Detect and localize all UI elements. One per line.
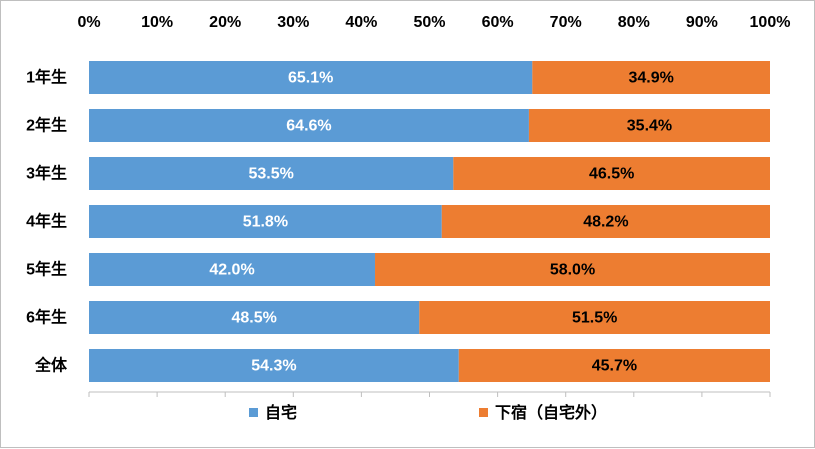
- bar-segment-jitaku: [89, 109, 529, 142]
- x-tick-label: 0%: [77, 14, 100, 31]
- category-label: 2年生: [26, 116, 67, 135]
- x-tick-label: 100%: [750, 14, 791, 31]
- data-label: 45.7%: [592, 358, 637, 375]
- data-label: 51.8%: [243, 214, 288, 231]
- data-label: 42.0%: [209, 262, 254, 279]
- bar-segment-geshuku: [532, 61, 770, 94]
- bar-segment-geshuku: [441, 205, 770, 238]
- data-label: 46.5%: [589, 166, 634, 183]
- data-label: 34.9%: [628, 70, 673, 87]
- category-label: 4年生: [26, 212, 67, 231]
- legend-swatch-jitaku: [249, 408, 258, 417]
- bar-segment-jitaku: [89, 349, 459, 382]
- legend: 自宅 下宿（自宅外）: [249, 403, 607, 422]
- data-label: 51.5%: [572, 310, 617, 327]
- legend-label-geshuku: 下宿（自宅外）: [495, 403, 607, 422]
- category-label: 3年生: [26, 164, 67, 183]
- x-tick-label: 50%: [413, 14, 445, 31]
- data-label: 54.3%: [251, 358, 296, 375]
- category-label: 1年生: [26, 68, 67, 87]
- x-tick-label: 70%: [550, 14, 582, 31]
- bar-segment-jitaku: [89, 301, 420, 334]
- bar-segment-jitaku: [89, 205, 442, 238]
- x-tick-label: 20%: [209, 14, 241, 31]
- bar-segment-geshuku: [458, 349, 770, 382]
- category-label: 全体: [34, 356, 68, 375]
- x-tick-label: 60%: [482, 14, 514, 31]
- bar-segment-geshuku: [453, 157, 770, 190]
- data-label: 58.0%: [550, 262, 595, 279]
- bar-segment-jitaku: [89, 253, 376, 286]
- x-tick-label: 30%: [277, 14, 309, 31]
- x-tick-label: 80%: [618, 14, 650, 31]
- data-label: 35.4%: [627, 118, 672, 135]
- data-label: 64.6%: [286, 118, 331, 135]
- bar-segment-geshuku: [375, 253, 770, 286]
- x-axis: 0% 10% 20% 30% 40% 50% 60% 70% 80% 90% 100%: [77, 14, 790, 397]
- bar-segment-geshuku: [419, 301, 770, 334]
- x-tick-label: 40%: [345, 14, 377, 31]
- legend-label-jitaku: 自宅: [265, 403, 297, 422]
- x-tick-label: 90%: [686, 14, 718, 31]
- bar-segment-geshuku: [528, 109, 770, 142]
- bar-segment-jitaku: [89, 157, 454, 190]
- bar-segment-jitaku: [89, 61, 533, 94]
- data-label: 53.5%: [248, 166, 293, 183]
- category-label: 5年生: [26, 260, 67, 279]
- data-label: 48.5%: [231, 310, 276, 327]
- bars: 65.1% 34.9% 64.6% 35.4% 53.5% 46.5% 51.8% 48.2%…: [89, 61, 770, 382]
- x-tick-label: 10%: [141, 14, 173, 31]
- data-label: 65.1%: [288, 70, 333, 87]
- legend-swatch-geshuku: [479, 408, 488, 417]
- data-label: 48.2%: [583, 214, 628, 231]
- category-label: 6年生: [26, 308, 67, 327]
